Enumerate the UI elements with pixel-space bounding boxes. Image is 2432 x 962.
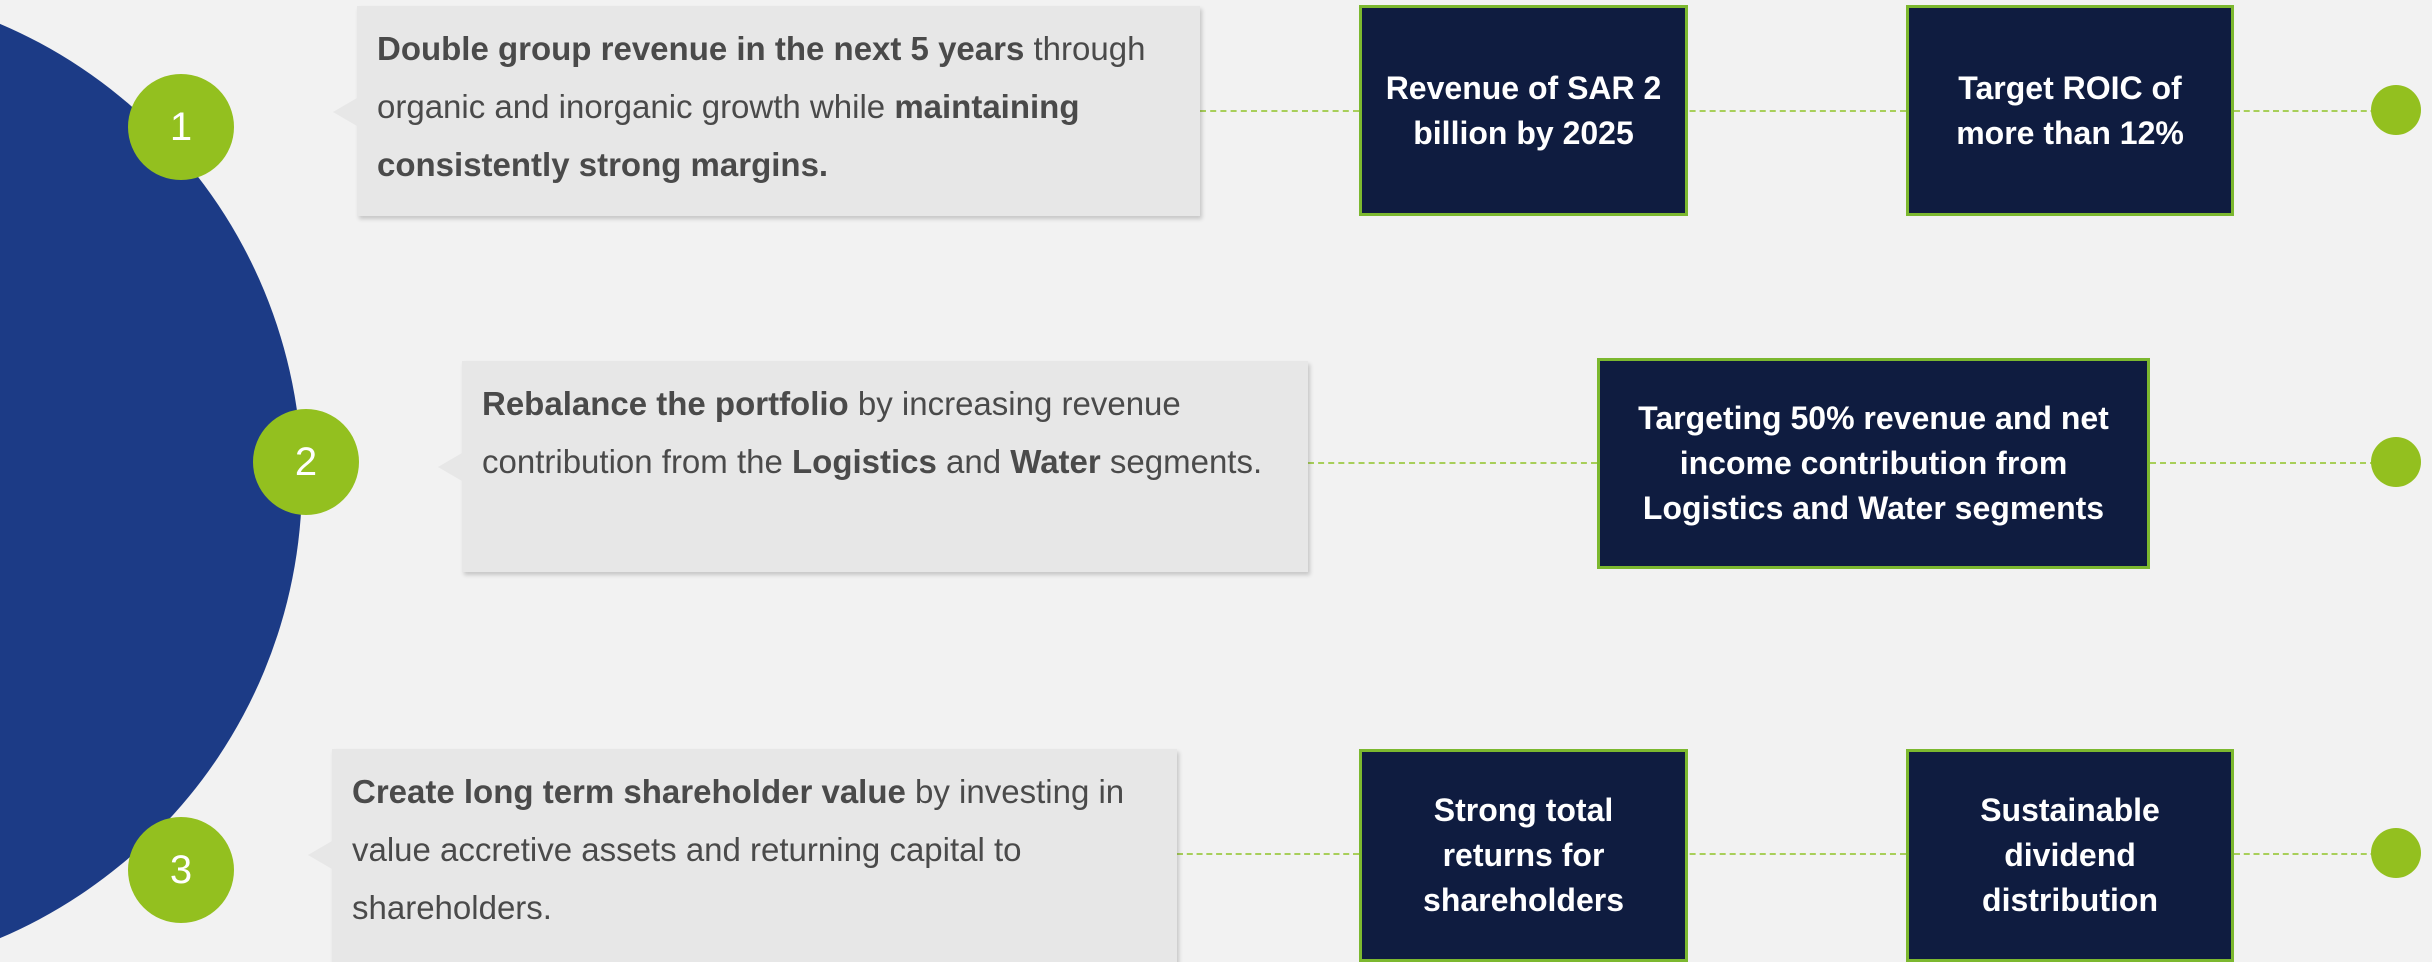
step-number: 2 [253,409,359,515]
target-box: Sustainable dividend distribution [1906,749,2234,962]
connector [1177,853,1359,855]
description-text: Water [1010,443,1101,480]
connector [1308,462,1597,464]
description-text: Double group revenue in the next 5 years [377,30,1025,67]
target-box: Targeting 50% revenue and net income con… [1597,358,2150,569]
end-dot [2371,437,2421,487]
connector [2234,853,2396,855]
description-text: Logistics [792,443,937,480]
target-box: Target ROIC of more than 12% [1906,5,2234,216]
target-box: Strong total returns for shareholders [1359,749,1688,962]
description-text: by increasing revenue contribution from … [482,385,1190,480]
end-dot [2371,828,2421,878]
description-callout: Double group revenue in the next 5 years… [333,6,1200,216]
half-circle [0,23,302,939]
description-text: by investing in value accretive assets a… [352,773,1134,926]
description-text: segments. [1100,443,1263,480]
description-callout: Create long term shareholder value by in… [308,749,1177,962]
step-number: 1 [128,74,234,180]
connector [2150,462,2396,464]
description-text: maintaining consistently strong margins. [377,88,1089,183]
description-text: Create long term shareholder value [352,773,906,810]
description-text: through organic and inorganic growth whi… [377,30,1155,125]
connector [2234,110,2396,112]
connector [1200,110,1359,112]
end-dot [2371,85,2421,135]
description-text: Rebalance the portfolio [482,385,849,422]
target-box: Revenue of SAR 2 billion by 2025 [1359,5,1688,216]
description-text: and [936,443,1011,480]
step-number: 3 [128,817,234,923]
description-callout: Rebalance the portfolio by increasing re… [438,361,1308,572]
